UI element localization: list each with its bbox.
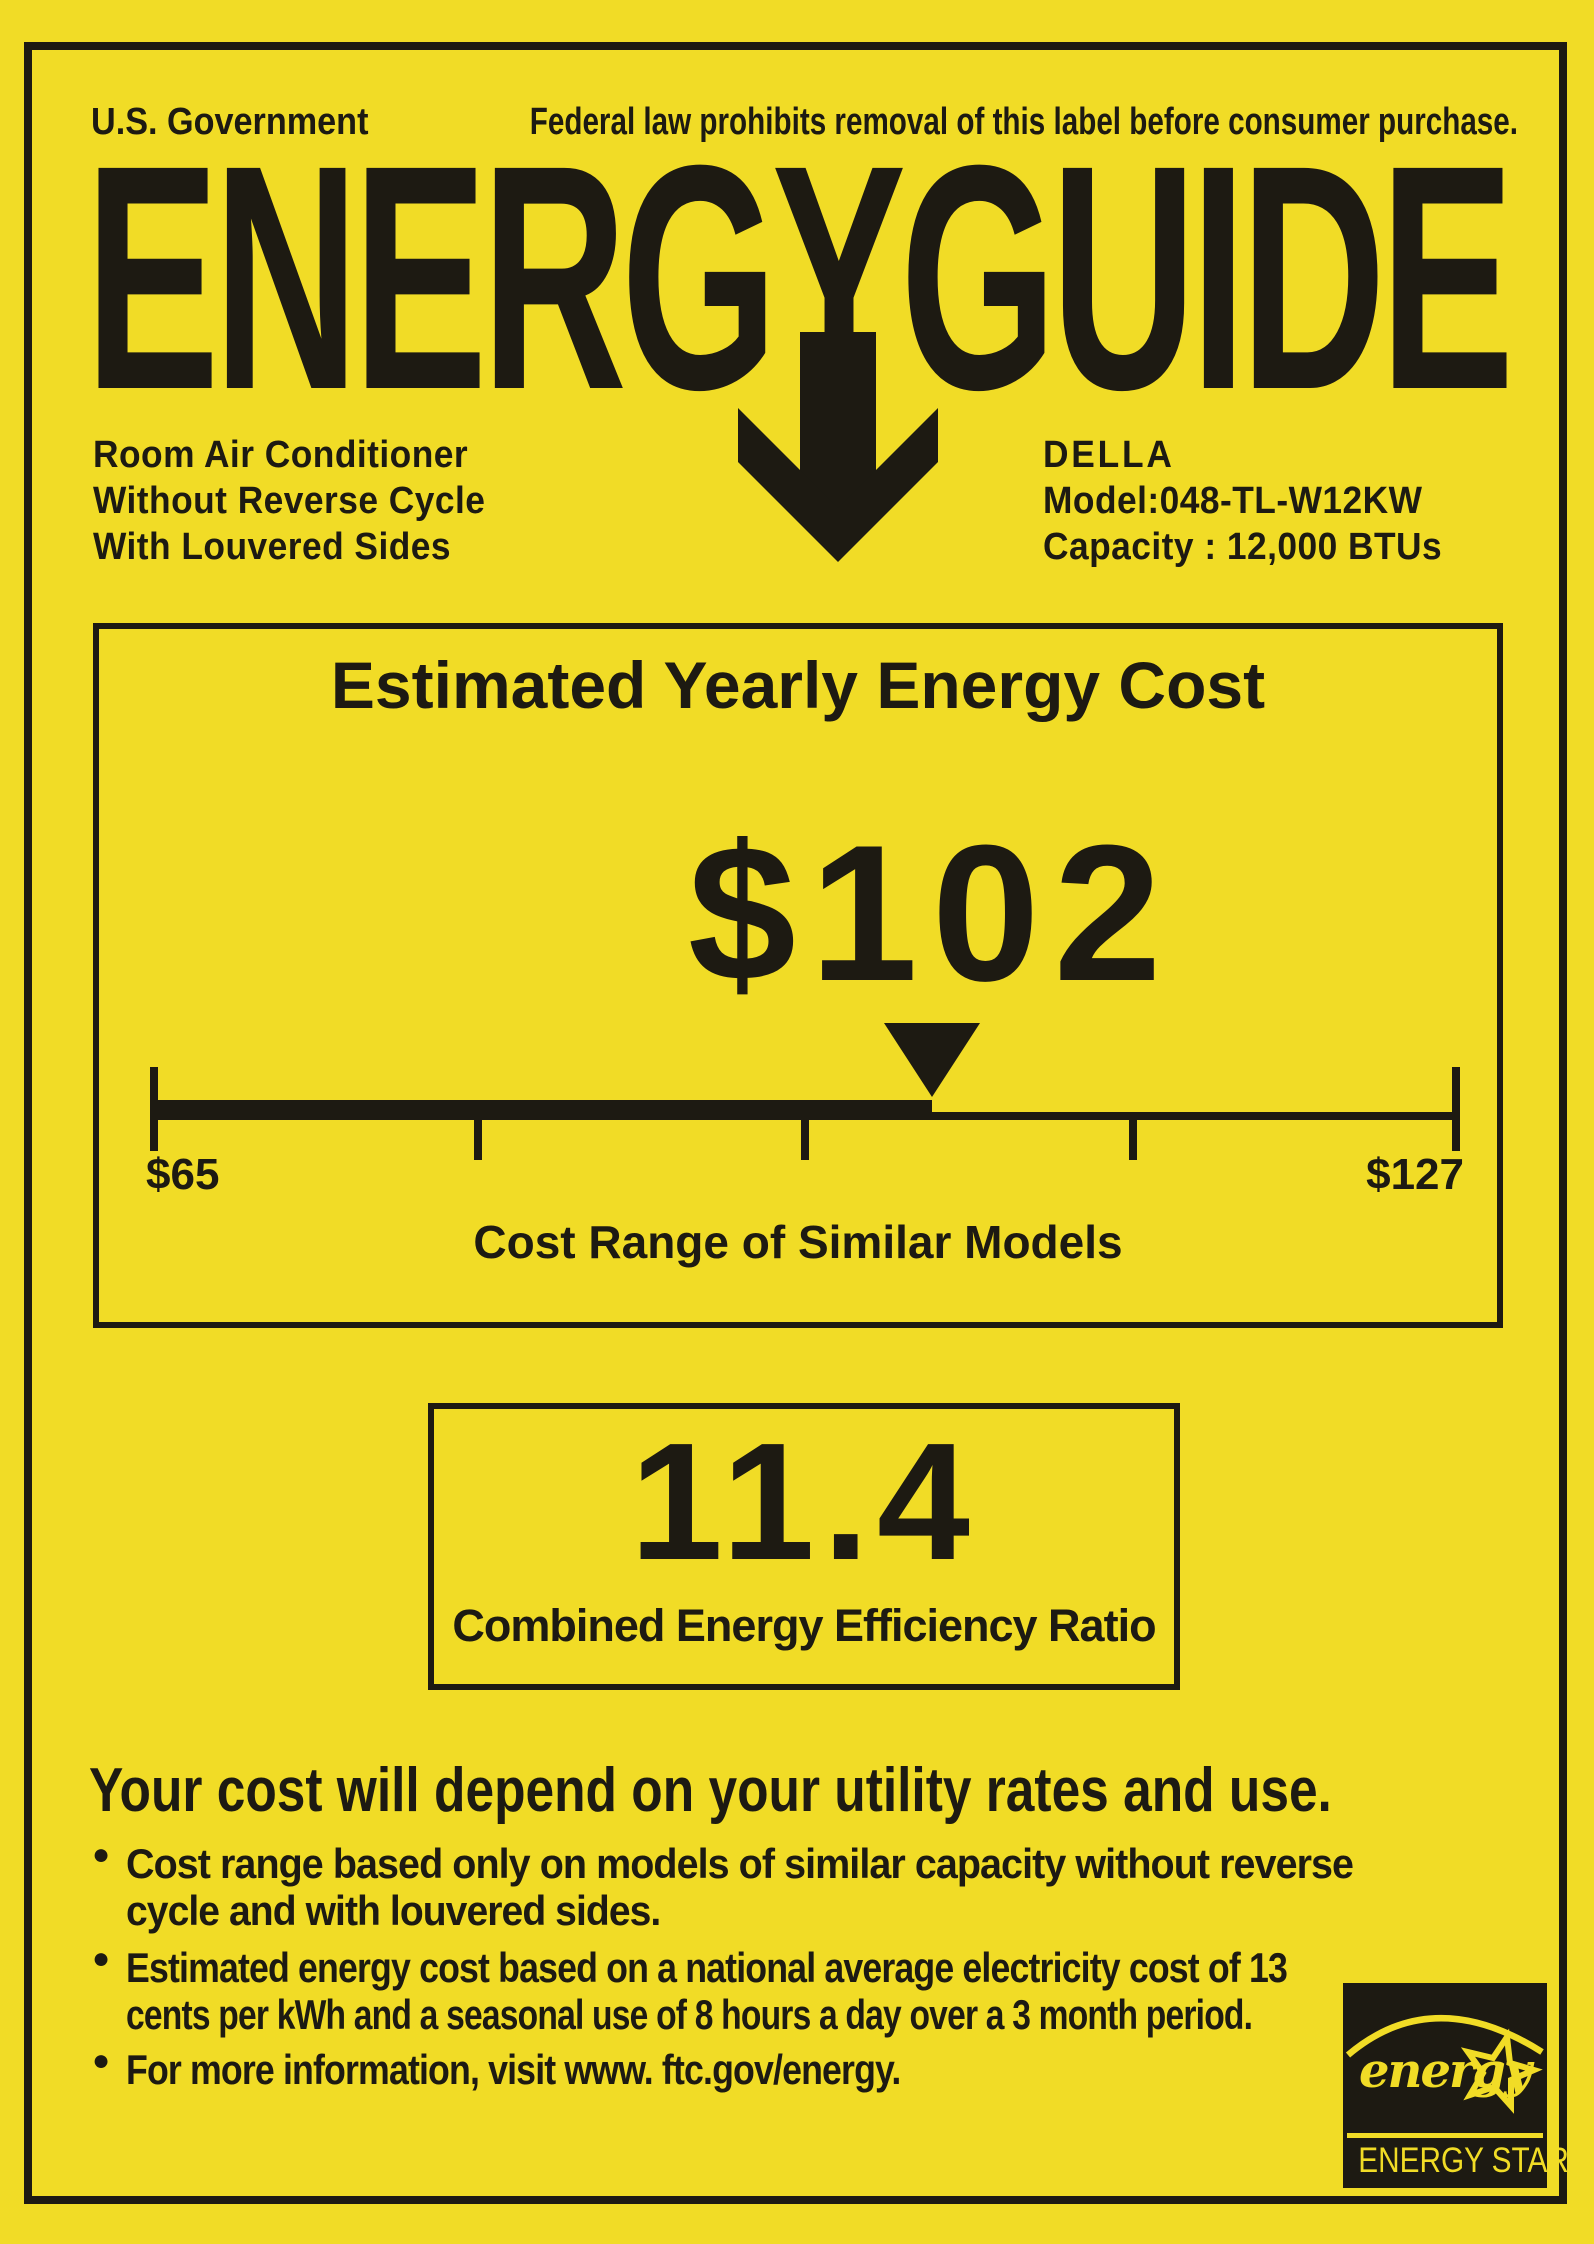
scale-tick-q1 — [473, 1116, 482, 1160]
bullet-item: ● Cost range based only on models of sim… — [92, 1838, 1431, 1934]
product-type-line: Without Reverse Cycle — [93, 480, 486, 522]
scale-max-label: $127 — [1366, 1150, 1464, 1199]
scale-tick-max — [1452, 1067, 1460, 1151]
bullet-line: cents per kWh and a seasonal use of 8 ho… — [126, 1991, 1253, 2038]
scale-tick-q3 — [1128, 1116, 1137, 1160]
energy-star-emblem-icon: energy — [1345, 2015, 1544, 2114]
energyguide-logo: ENERGYGUIDE — [85, 98, 1514, 456]
product-type-block: Room Air Conditioner Without Reverse Cyc… — [93, 432, 485, 570]
scale-tick-q2 — [801, 1116, 809, 1160]
brand-name: DELLA — [1043, 434, 1175, 476]
bullet-item: ● For more information, visit www. ftc.g… — [92, 2044, 1037, 2093]
down-arrow-icon — [738, 332, 938, 562]
ceer-value: 11.4 — [630, 1409, 978, 1595]
bullet-dot-icon: ● — [92, 2044, 111, 2077]
product-id-block: DELLA Model:048-TL-W12KW Capacity : 12,0… — [1043, 432, 1442, 570]
bullet-dot-icon: ● — [92, 1942, 111, 1975]
star-icon — [1460, 2028, 1543, 2114]
energy-star-wordmark: ENERGY STAR — [1358, 2141, 1569, 2180]
bullet-line: Estimated energy cost based on a nationa… — [126, 1944, 1288, 1991]
energy-star-divider — [1347, 2133, 1543, 2138]
estimated-cost-title: Estimated Yearly Energy Cost — [330, 648, 1266, 722]
bullet-line: Cost range based only on models of simil… — [126, 1840, 1354, 1887]
energy-script-text: energy — [1359, 2043, 1535, 2099]
bullet-line: For more information, visit www. ftc.gov… — [126, 2046, 901, 2093]
cost-marker-icon — [883, 1023, 980, 1097]
footer-heading: Your cost will depend on your utility ra… — [89, 1756, 1332, 1825]
yearly-cost-value: $102 — [687, 805, 1176, 1022]
product-type-line: Room Air Conditioner — [93, 434, 469, 476]
federal-law-notice: Federal law prohibits removal of this la… — [529, 101, 1518, 143]
cost-scale-fill — [150, 1100, 932, 1112]
bullet-line: cycle and with louvered sides. — [126, 1887, 661, 1934]
cost-scale: $102 $65 $127 — [146, 814, 1464, 1240]
scale-tick-min — [150, 1067, 158, 1151]
energy-star-arc — [1345, 2015, 1544, 2058]
product-type-line: With Louvered Sides — [93, 526, 452, 568]
model-number: Model:048-TL-W12KW — [1043, 480, 1423, 522]
capacity-value: Capacity : 12,000 BTUs — [1043, 526, 1443, 568]
bullet-dot-icon: ● — [92, 1838, 111, 1871]
scale-min-label: $65 — [146, 1150, 220, 1199]
ceer-box: 11.4 Combined Energy Efficiency Ratio — [428, 1403, 1180, 1690]
estimated-cost-box: Estimated Yearly Energy Cost $102 $65 $1… — [93, 623, 1503, 1328]
bullet-item: ● Estimated energy cost based on a natio… — [92, 1942, 1534, 2038]
us-government-text: U.S. Government — [91, 101, 369, 143]
ceer-label: Combined Energy Efficiency Ratio — [452, 1600, 1156, 1651]
label-border-frame — [24, 42, 1567, 2204]
energy-star-logo: energy ENERGY STAR — [1343, 1983, 1569, 2188]
cost-range-caption: Cost Range of Similar Models — [473, 1216, 1123, 1268]
